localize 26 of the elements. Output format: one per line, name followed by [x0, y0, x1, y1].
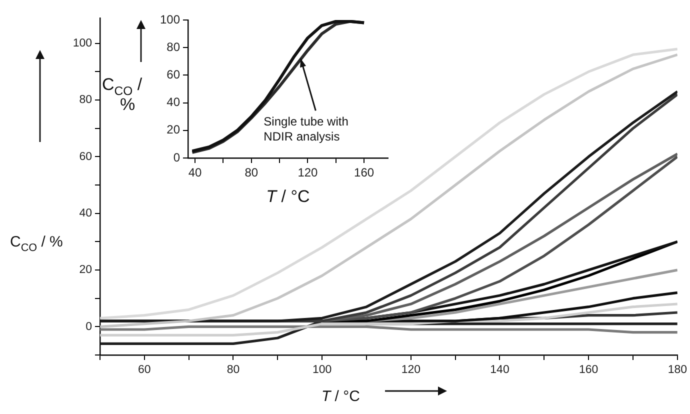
x-axis-title: T / °C: [266, 187, 310, 206]
x-tick-label: 40: [188, 166, 202, 180]
y-tick-label: 100: [72, 38, 92, 50]
y-tick-label: 0: [86, 320, 92, 333]
y-tick-label: 40: [166, 95, 180, 110]
y-tick-label: 80: [79, 94, 92, 106]
x-tick-label: 140: [490, 364, 510, 376]
y-tick-label: 100: [160, 12, 180, 26]
x-tick-label: 100: [312, 364, 332, 376]
y-tick-label: 80: [166, 40, 180, 54]
y-tick-label: 60: [166, 68, 180, 82]
x-tick-label: 80: [244, 166, 258, 180]
x-tick-label: 120: [298, 166, 318, 180]
x-tick-label: 160: [578, 364, 598, 376]
x-tick-label: 180: [668, 364, 687, 376]
x-tick-label: 120: [401, 364, 421, 376]
y-tick-label: 20: [79, 264, 92, 276]
y-tick-label: 40: [79, 208, 92, 220]
x-tick-label: 80: [226, 364, 240, 376]
y-tick-label: 0: [173, 150, 180, 164]
annotation: Single tube with NDIR analysis: [264, 114, 348, 144]
x-tick-label: 60: [138, 364, 151, 376]
y-tick-label: 60: [79, 150, 92, 163]
x-tick-label: 160: [354, 166, 374, 180]
y-tick-label: 20: [166, 122, 180, 137]
x-axis-title: T / °C: [321, 388, 360, 405]
